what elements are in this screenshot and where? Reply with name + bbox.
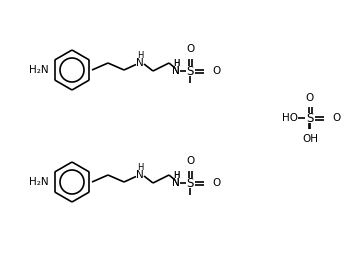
Text: O: O — [186, 156, 194, 166]
Text: O: O — [186, 44, 194, 54]
Text: O: O — [212, 178, 220, 188]
Text: N: N — [172, 66, 180, 76]
Text: S: S — [186, 64, 194, 78]
Text: N: N — [172, 66, 180, 76]
Text: N: N — [172, 178, 180, 188]
Text: HO: HO — [282, 113, 298, 123]
Text: H₂N: H₂N — [29, 65, 49, 75]
Text: H: H — [137, 51, 143, 60]
Text: N: N — [172, 178, 180, 188]
Text: H: H — [173, 171, 179, 180]
Text: N: N — [136, 170, 144, 180]
Text: O: O — [332, 113, 340, 123]
Text: H: H — [137, 163, 143, 172]
Text: H₂N: H₂N — [29, 177, 49, 187]
Text: OH: OH — [302, 134, 318, 144]
Text: H: H — [173, 59, 179, 68]
Text: O: O — [212, 66, 220, 76]
Text: S: S — [186, 176, 194, 190]
Text: H: H — [173, 171, 179, 180]
Text: N: N — [136, 58, 144, 68]
Text: O: O — [306, 93, 314, 103]
Text: H: H — [173, 59, 179, 68]
Text: S: S — [306, 111, 314, 125]
